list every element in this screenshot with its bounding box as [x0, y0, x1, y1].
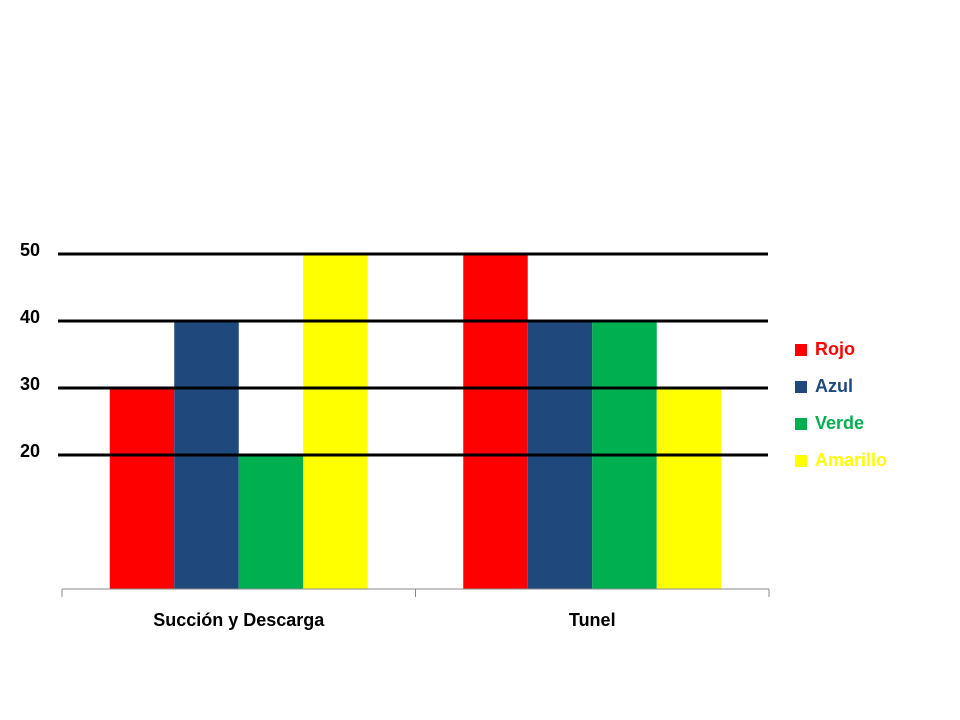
y-tick-label: 20	[20, 441, 40, 461]
legend-swatch	[795, 455, 807, 467]
legend-label: Verde	[815, 413, 864, 433]
bar	[303, 254, 368, 589]
bar	[109, 388, 175, 589]
bar	[656, 388, 722, 589]
y-tick-label: 40	[20, 307, 40, 327]
legend-swatch	[795, 381, 807, 393]
legend-swatch	[795, 344, 807, 356]
x-tick-label: Tunel	[569, 610, 616, 630]
legend-label: Amarillo	[815, 450, 887, 470]
y-tick-label: 30	[20, 374, 40, 394]
legend-label: Azul	[815, 376, 853, 396]
y-tick-label: 50	[20, 240, 40, 260]
x-tick-label: Succión y Descarga	[153, 610, 325, 630]
legend-label: Rojo	[815, 339, 855, 359]
legend-swatch	[795, 418, 807, 430]
bar	[463, 254, 528, 589]
bar	[238, 455, 304, 589]
